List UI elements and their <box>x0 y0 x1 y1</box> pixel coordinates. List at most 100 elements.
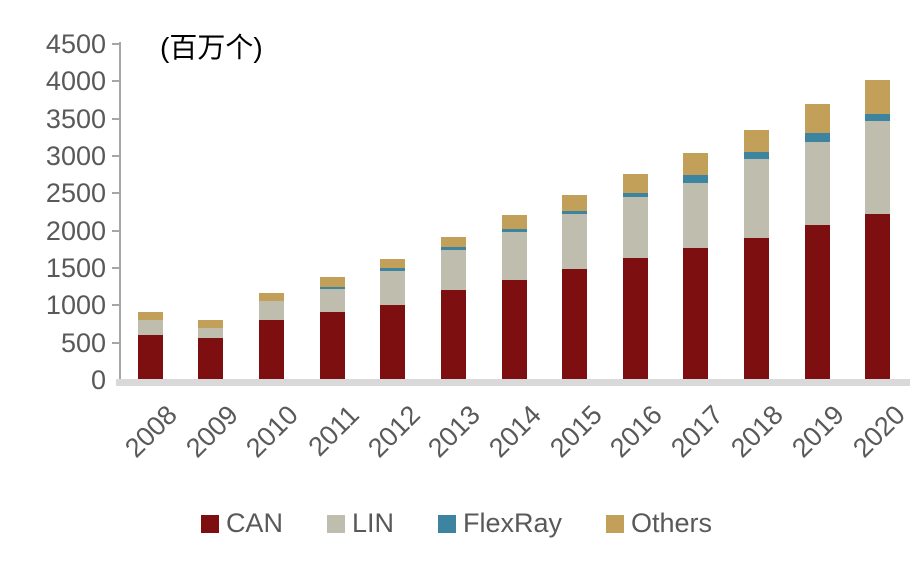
x-tick-label: 2010 <box>240 399 305 464</box>
bar-segment-others <box>137 311 163 321</box>
legend: CAN LIN FlexRay Others <box>0 510 913 537</box>
bar-2012 <box>380 259 406 380</box>
bar-segment-can <box>804 225 830 380</box>
bar-segment-others <box>683 152 709 176</box>
x-tick-label: 2013 <box>422 399 487 464</box>
y-tick-label: 2500 <box>45 178 106 209</box>
bar-segment-can <box>743 238 769 380</box>
bar-segment-can <box>137 335 163 380</box>
bar-segment-others <box>259 292 285 301</box>
y-tick-label: 3000 <box>45 141 106 171</box>
legend-swatch-icon <box>200 514 219 533</box>
bar-segment-can <box>622 257 648 380</box>
legend-swatch-icon <box>437 514 456 533</box>
legend-label: FlexRay <box>462 508 563 538</box>
legend-item-lin: LIN <box>326 508 394 538</box>
y-tick-mark <box>112 229 120 232</box>
x-tick-label: 2016 <box>604 399 669 464</box>
y-tick-mark <box>112 267 120 269</box>
bar-2017 <box>683 152 709 380</box>
x-tick-label: 2008 <box>119 399 184 464</box>
y-tick-label: 3500 <box>45 103 106 134</box>
y-tick-label: 4500 <box>45 29 106 59</box>
legend-swatch-icon <box>326 514 345 533</box>
x-tick-label: 2014 <box>483 399 547 464</box>
bar-segment-flexray <box>804 132 830 142</box>
y-tick-label: 1000 <box>45 290 106 321</box>
x-tick-label: 2015 <box>543 399 608 464</box>
x-tick-label: 2020 <box>846 399 911 464</box>
legend-label: Others <box>631 508 713 538</box>
bar-segment-lin <box>198 327 224 339</box>
bar-2019 <box>804 104 830 380</box>
legend-item-can: CAN <box>200 508 283 538</box>
bar-segment-flexray <box>562 210 588 214</box>
bar-segment-lin <box>440 249 466 291</box>
bar-segment-lin <box>380 271 406 305</box>
bar-2018 <box>743 129 769 380</box>
bar-segment-lin <box>501 231 527 280</box>
y-tick-mark <box>112 117 120 120</box>
legend-swatch-icon <box>606 514 625 533</box>
bar-2014 <box>501 214 527 380</box>
bar-segment-others <box>380 259 406 269</box>
bar-2013 <box>440 236 466 380</box>
bar-segment-lin <box>683 183 709 248</box>
x-axis-baseline <box>116 379 910 386</box>
bar-2008 <box>137 311 163 380</box>
bar-segment-can <box>501 279 527 380</box>
bar-segment-can <box>259 319 285 380</box>
bar-segment-others <box>804 104 830 133</box>
bar-segment-flexray <box>683 175 709 184</box>
bar-segment-can <box>198 338 224 380</box>
bar-segment-can <box>440 290 466 380</box>
bar-segment-lin <box>622 197 648 258</box>
bar-2015 <box>562 194 588 380</box>
bar-segment-others <box>501 214 527 229</box>
y-tick-mark <box>112 80 120 83</box>
x-tick-label: 2009 <box>180 399 244 464</box>
bar-segment-can <box>865 214 891 380</box>
x-tick-label: 2018 <box>725 399 790 464</box>
y-axis-line <box>119 42 121 384</box>
y-tick-mark <box>112 43 120 45</box>
bar-segment-can <box>562 269 588 380</box>
legend-label: LIN <box>351 508 394 538</box>
bar-segment-lin <box>137 320 163 336</box>
bar-segment-others <box>319 276 345 287</box>
bar-segment-flexray <box>501 228 527 232</box>
bar-segment-lin <box>865 120 891 215</box>
x-tick-label: 2019 <box>786 399 850 464</box>
bar-segment-flexray <box>319 286 345 290</box>
bar-segment-lin <box>804 141 830 226</box>
bar-segment-others <box>622 174 648 193</box>
bar-segment-others <box>865 79 891 114</box>
bar-segment-can <box>683 247 709 380</box>
bar-2016 <box>622 174 648 380</box>
bar-segment-lin <box>319 289 345 313</box>
bar-segment-others <box>440 236 466 247</box>
bar-segment-flexray <box>622 192 648 198</box>
bar-2009 <box>198 319 224 380</box>
y-tick-label: 0 <box>90 365 106 395</box>
y-tick-label: 4000 <box>45 66 106 97</box>
y-tick-mark <box>112 155 120 157</box>
bar-segment-lin <box>259 300 285 320</box>
y-tick-label: 1500 <box>45 253 106 283</box>
bar-segment-flexray <box>743 151 769 159</box>
bar-segment-flexray <box>440 246 466 250</box>
bar-segment-flexray <box>380 268 406 272</box>
bar-segment-lin <box>562 213 588 270</box>
chart-unit-title: (百万个) <box>160 32 263 63</box>
legend-label: CAN <box>225 508 283 538</box>
y-tick-mark <box>112 341 120 344</box>
y-tick-mark <box>112 304 120 307</box>
bar-segment-others <box>562 194 588 211</box>
x-tick-label: 2011 <box>302 399 365 462</box>
bar-2010 <box>259 292 285 380</box>
x-tick-label: 2012 <box>361 399 426 464</box>
bar-segment-others <box>198 319 224 328</box>
x-tick-label: 2017 <box>664 399 729 464</box>
legend-item-others: Others <box>606 510 712 537</box>
